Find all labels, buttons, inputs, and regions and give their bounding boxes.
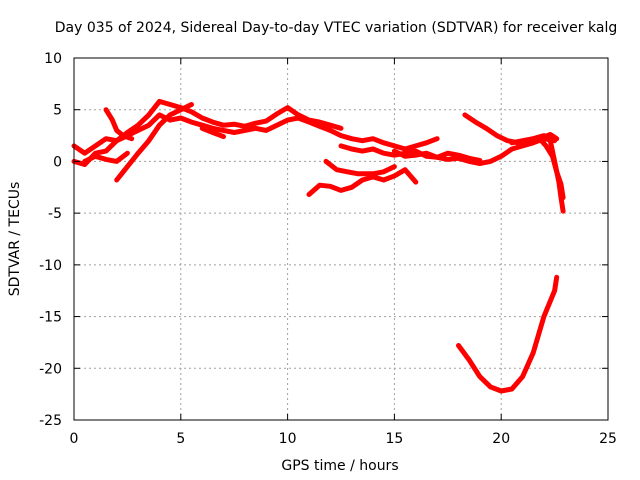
series-line-arc-7: [327, 127, 440, 152]
series-line-arc-3: [103, 107, 135, 142]
x-tick-label: 10: [279, 431, 297, 447]
x-tick-label: 5: [176, 431, 185, 447]
series-line-arc-2: [71, 112, 333, 167]
series-line-arc-4: [114, 102, 194, 183]
series-line-arc-5: [82, 150, 130, 164]
series-line-arc-10: [323, 158, 397, 177]
y-tick-label: 10: [44, 51, 62, 67]
series-line-arc-11: [391, 136, 558, 166]
axis-ticks: 0 5 10 15 20 25 -25 -20 -15 -10 -5 0 5 10: [39, 51, 617, 447]
x-tick-label: 20: [492, 431, 510, 447]
plot-frame: [73, 57, 609, 421]
series-line-arc-14: [537, 136, 566, 201]
x-tick-label: 25: [599, 431, 617, 447]
y-tick-label: -20: [39, 361, 62, 377]
y-axis-label: SDTVAR / TECUs: [7, 182, 23, 297]
y-tick-label: -15: [39, 310, 62, 326]
x-tick-label: 15: [385, 431, 403, 447]
chart-title: Day 035 of 2024, Sidereal Day-to-day VTE…: [55, 20, 617, 36]
series-line-arc-12: [462, 112, 560, 146]
x-tick-label: 0: [70, 431, 79, 447]
x-axis-label: GPS time / hours: [281, 458, 398, 474]
y-tick-label: -5: [48, 206, 62, 222]
y-tick-label: -25: [39, 413, 62, 429]
series-layer: [71, 98, 566, 394]
series-line-arc-15: [456, 274, 560, 394]
series-line-arc-9: [306, 167, 419, 197]
y-tick-label: 5: [53, 103, 62, 119]
y-tick-label: -10: [39, 258, 62, 274]
series-line-arc-6: [199, 125, 226, 140]
series-line-arc-8: [338, 143, 483, 163]
y-tick-label: 0: [53, 154, 62, 170]
